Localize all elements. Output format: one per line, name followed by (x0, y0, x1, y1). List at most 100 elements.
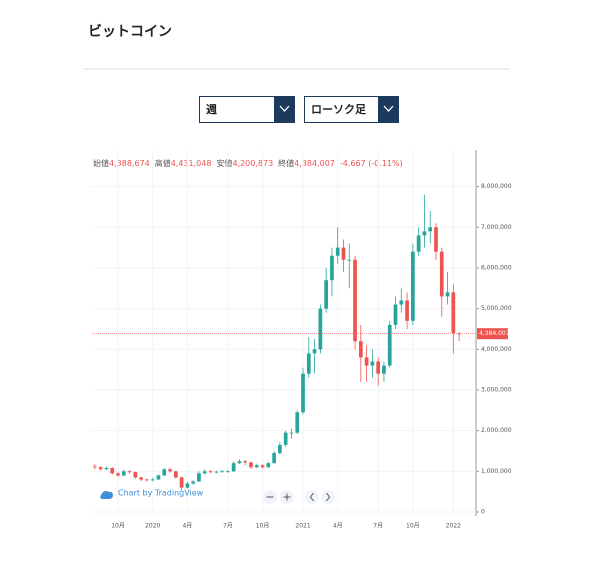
candle-body (335, 247, 340, 256)
y-tick-label: 5,000,000 (481, 305, 512, 312)
x-tick-label: 10月 (111, 523, 125, 530)
candle-body (185, 483, 190, 488)
candle-body (197, 473, 201, 482)
candle-body (318, 308, 323, 350)
interval-select[interactable]: 週 (199, 96, 296, 123)
candle-body (393, 304, 398, 325)
candle-body (330, 255, 334, 281)
y-tick-label: 1,000,000 (481, 468, 512, 475)
candle-body (202, 471, 207, 474)
candle-body (353, 259, 357, 342)
candle-body (226, 471, 230, 473)
plus-icon (283, 493, 291, 501)
candle-body (116, 473, 120, 476)
attribution[interactable]: Chart by TradingView (118, 489, 204, 498)
page-title: ビットコイン (88, 24, 172, 40)
candle-body (382, 365, 386, 374)
candle-body (341, 247, 346, 260)
x-tick-label: 2020 (145, 523, 160, 530)
arrow-icon (279, 105, 290, 112)
candle-body (104, 468, 109, 470)
candle-body (434, 227, 438, 252)
x-tick-label: 7月 (223, 523, 233, 530)
candle-body (110, 468, 115, 474)
candle-body (220, 471, 224, 473)
candle-body (214, 471, 219, 473)
scroll-right-button[interactable] (321, 490, 335, 504)
candle-body (93, 466, 97, 468)
candle-body (301, 373, 305, 413)
candle-body (272, 453, 276, 464)
x-tick-label: 10月 (406, 523, 420, 530)
status-value: 4,200,873 (232, 159, 273, 168)
y-tick-label: 6,000,000 (481, 264, 512, 271)
status-label: 始値 (93, 158, 109, 168)
y-tick-label: 8,000,000 (481, 183, 512, 190)
candle-body (121, 471, 126, 476)
candle-body (133, 472, 138, 478)
status-label: 終値 (278, 158, 294, 168)
select-text: 週 (206, 102, 217, 116)
x-tick-label: 7月 (373, 523, 383, 530)
candle-body (139, 477, 143, 480)
candle-body (249, 462, 253, 468)
last-price-box (477, 328, 508, 340)
y-tick-label: 3,000,000 (481, 386, 512, 393)
x-tick-label: 2022 (446, 523, 461, 530)
status-value: -4.667 (-0.11%) (340, 159, 403, 168)
x-tick-label: 2021 (295, 523, 310, 530)
status-value: 4,431,048 (171, 159, 212, 168)
candle-body (376, 361, 381, 374)
candle-body (173, 471, 178, 478)
x-tick-label: 10月 (256, 523, 270, 530)
candle-body (260, 465, 265, 468)
candle-body (364, 357, 369, 366)
last-price-label: 4,384,007 (479, 330, 510, 337)
select-arrow[interactable] (274, 96, 295, 123)
candle-body (422, 231, 427, 236)
style-select[interactable]: ローソク足 (304, 96, 400, 123)
status-label: 高値 (155, 158, 171, 168)
candle-body (127, 471, 132, 473)
candle-body (387, 324, 392, 366)
left-icon (309, 492, 314, 502)
candle-body (428, 227, 433, 232)
y-tick-label: 7,000,000 (481, 224, 512, 231)
tradingview-logo (100, 491, 113, 499)
candle-body (191, 481, 196, 484)
candle-body (445, 292, 450, 297)
candle-body (145, 479, 149, 481)
candle-body (237, 461, 242, 464)
scroll-left-button[interactable] (305, 490, 319, 504)
candle-body (358, 341, 363, 358)
x-tick-label: 4月 (182, 523, 192, 530)
candle-body (324, 280, 328, 309)
candle-body (399, 300, 404, 305)
candle-body (347, 259, 352, 261)
candle-body (439, 251, 444, 297)
y-tick-label: 0 (481, 509, 485, 516)
candle-body (156, 475, 161, 480)
arrow-icon (383, 105, 394, 112)
candle-body (289, 432, 294, 434)
status-line: 始値4,388,674 高値4,431,048 安値4,200,873 終値4,384… (93, 158, 403, 168)
select-arrow[interactable] (378, 96, 399, 123)
right-icon (326, 492, 331, 502)
candle-body (168, 469, 172, 472)
candle-body (306, 353, 311, 374)
status-value: 4,388,674 (109, 159, 150, 168)
select-text: ローソク足 (311, 103, 367, 116)
y-tick-label: 2,000,000 (481, 427, 512, 434)
candle-body (411, 251, 415, 321)
candle-body (208, 471, 213, 473)
candle-body (451, 292, 456, 334)
candle-body (405, 300, 409, 321)
candle-body (416, 235, 421, 252)
candle-body (266, 463, 271, 468)
candle-body (457, 333, 461, 335)
candle-body (312, 349, 317, 354)
candle-body (231, 463, 236, 472)
candle-body (150, 479, 155, 481)
